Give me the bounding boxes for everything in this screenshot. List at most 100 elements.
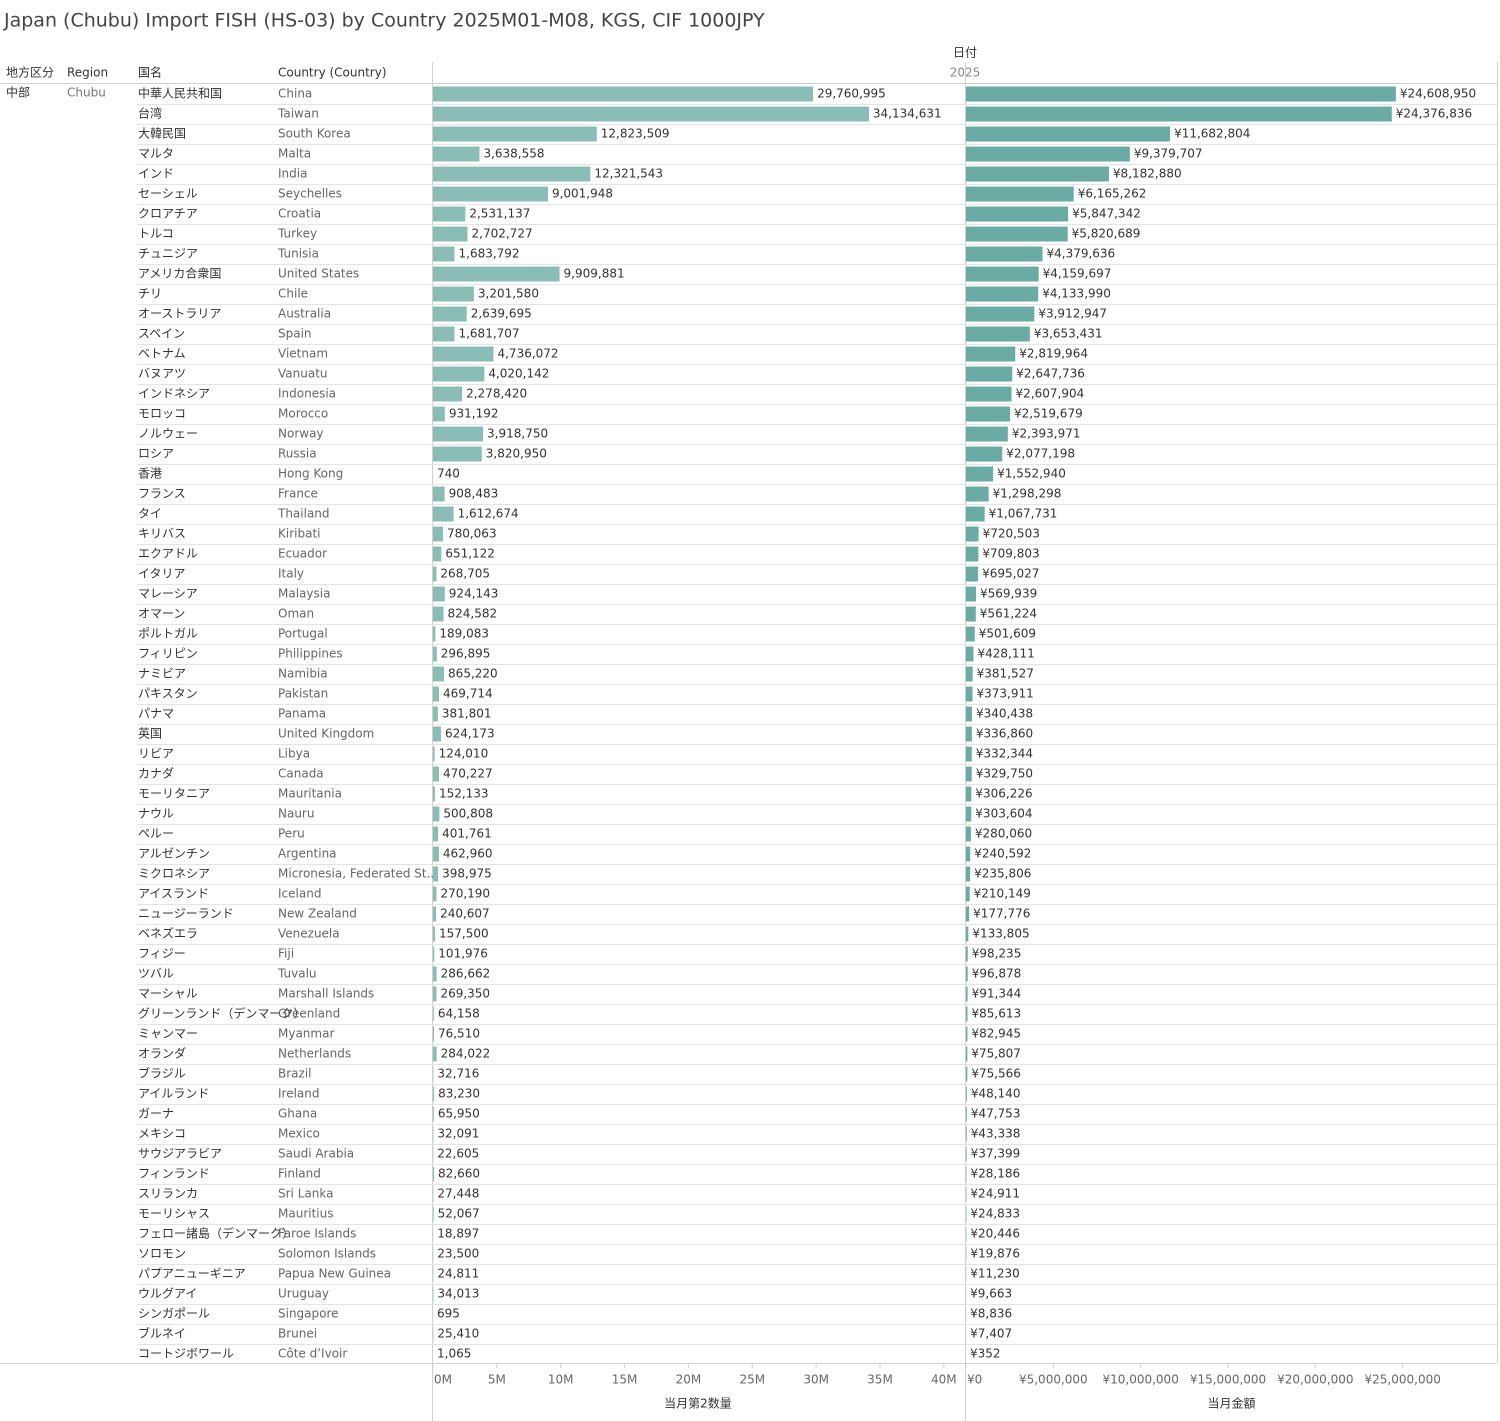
- country-en: Taiwan: [277, 107, 319, 121]
- value-label: ¥75,566: [971, 1067, 1021, 1081]
- value-label: ¥235,806: [974, 867, 1031, 881]
- x-tick-label: 35M: [867, 1373, 893, 1387]
- value-label: ¥340,438: [976, 707, 1033, 721]
- country-en: Oman: [278, 607, 314, 621]
- bar: [433, 1166, 435, 1182]
- bar: [966, 1066, 968, 1082]
- value-label: ¥8,836: [970, 1307, 1012, 1321]
- value-label: ¥4,159,697: [1043, 267, 1112, 281]
- bar: [966, 406, 1011, 422]
- bar: [966, 1046, 968, 1062]
- country-jp: ナウル: [138, 807, 174, 821]
- value-label: ¥332,344: [976, 747, 1033, 761]
- value-label: 286,662: [441, 967, 491, 981]
- bar: [966, 526, 979, 542]
- value-label: ¥720,503: [983, 527, 1040, 541]
- value-label: 3,638,558: [483, 147, 544, 161]
- country-en: Libya: [278, 747, 310, 761]
- bar: [433, 946, 435, 962]
- bar: [966, 626, 975, 642]
- value-label: ¥24,608,950: [1400, 87, 1476, 101]
- bar: [966, 326, 1030, 342]
- value-label: 9,909,881: [564, 267, 625, 281]
- country-jp: 英国: [138, 727, 162, 741]
- bar: [433, 1106, 434, 1122]
- value-label: ¥1,298,298: [993, 487, 1062, 501]
- value-label: 1,683,792: [459, 247, 520, 261]
- value-label: ¥8,182,880: [1113, 167, 1182, 181]
- value-label: 740: [437, 467, 460, 481]
- header: 地方区分: [6, 65, 54, 80]
- value-label: 2,278,420: [466, 387, 527, 401]
- value-label: 381,801: [442, 707, 492, 721]
- country-en: Faroe Islands: [278, 1227, 356, 1241]
- country-jp: サウジアラビア: [138, 1147, 222, 1161]
- bar: [433, 646, 437, 662]
- value-label: ¥48,140: [971, 1087, 1021, 1101]
- value-label: ¥428,111: [977, 647, 1034, 661]
- value-label: 695: [437, 1307, 460, 1321]
- bar: [966, 966, 968, 982]
- bar: [433, 906, 437, 922]
- value-label: 268,705: [440, 567, 490, 581]
- axis-title: 当月金額: [1207, 1396, 1255, 1411]
- value-label: ¥2,819,964: [1019, 347, 1088, 361]
- bar: [433, 386, 463, 402]
- value-label: ¥352: [970, 1347, 1001, 1361]
- bar: [433, 406, 445, 422]
- country-jp: ブルネイ: [138, 1326, 186, 1341]
- value-label: 865,220: [448, 667, 498, 681]
- value-label: 469,714: [443, 687, 493, 701]
- bar: [433, 966, 437, 982]
- value-label: 462,960: [443, 847, 493, 861]
- country-en: Singapore: [278, 1307, 339, 1321]
- region-label: Chubu: [67, 86, 106, 100]
- country-jp: アメリカ合衆国: [138, 266, 221, 281]
- bar: [966, 826, 971, 842]
- country-jp: フィンランド: [138, 1167, 210, 1181]
- value-label: ¥7,407: [970, 1327, 1012, 1341]
- area-label: 中部: [6, 85, 30, 100]
- country-en: Nauru: [278, 807, 314, 821]
- country-en: Saudi Arabia: [278, 1147, 354, 1161]
- bar: [433, 426, 484, 442]
- country-jp: モロッコ: [138, 407, 186, 421]
- country-en: India: [278, 167, 307, 181]
- country-en: Australia: [278, 307, 331, 321]
- bar: [966, 86, 1396, 102]
- bar: [966, 206, 1069, 222]
- country-en: United States: [278, 267, 359, 281]
- country-en: Croatia: [278, 207, 321, 221]
- country-en: New Zealand: [278, 907, 357, 921]
- value-label: 52,067: [438, 1207, 480, 1221]
- bar: [966, 566, 979, 582]
- country-jp: リビア: [138, 747, 174, 761]
- value-label: ¥306,226: [975, 787, 1032, 801]
- country-en: Indonesia: [278, 387, 336, 401]
- country-jp: ベネズエラ: [138, 926, 198, 941]
- bar: [966, 466, 994, 482]
- country-jp: ニュージーランド: [138, 907, 234, 921]
- bar: [966, 166, 1109, 182]
- x-tick-label: 20M: [676, 1373, 702, 1387]
- bar: [966, 666, 973, 682]
- bar: [433, 826, 439, 842]
- bar: [966, 246, 1043, 262]
- value-label: ¥5,820,689: [1072, 227, 1141, 241]
- country-jp: ミャンマー: [138, 1027, 198, 1041]
- value-label: ¥43,338: [971, 1127, 1021, 1141]
- country-en: United Kingdom: [278, 727, 374, 741]
- country-jp: ブラジル: [138, 1066, 186, 1081]
- country-jp: パキスタン: [138, 687, 198, 701]
- value-label: 32,716: [437, 1067, 479, 1081]
- value-label: ¥381,527: [977, 667, 1034, 681]
- value-label: ¥303,604: [975, 807, 1032, 821]
- bar: [966, 766, 972, 782]
- value-label: ¥133,805: [972, 927, 1029, 941]
- bar: [966, 506, 985, 522]
- x-tick-label: ¥20,000,000: [1277, 1373, 1353, 1387]
- bar: [433, 346, 494, 362]
- value-label: 931,192: [449, 407, 499, 421]
- bar: [433, 886, 437, 902]
